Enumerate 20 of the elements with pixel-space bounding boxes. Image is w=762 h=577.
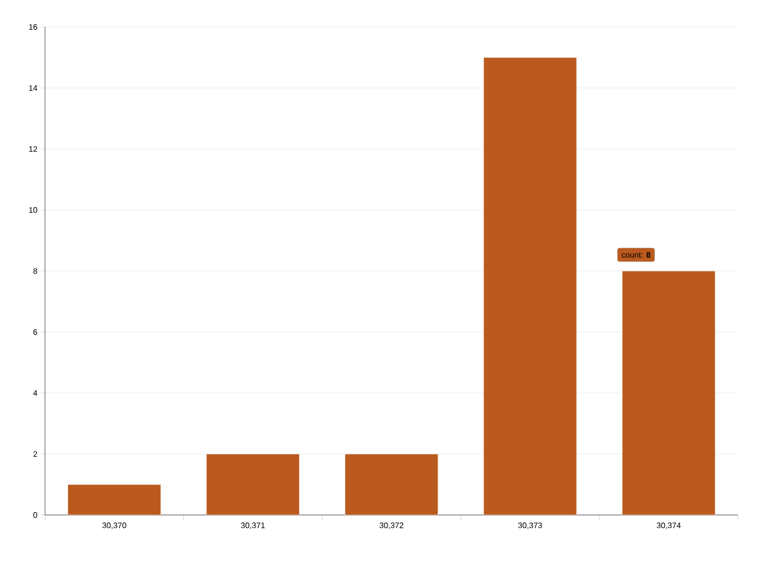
annotation: count: 8 (622, 252, 650, 258)
bar (68, 484, 162, 515)
y-tick-label: 10 (29, 207, 38, 213)
x-tick-label: 30,372 (380, 522, 404, 530)
y-tick-label: 2 (33, 451, 38, 457)
y-tick-label: 8 (33, 268, 38, 274)
bar (483, 57, 577, 515)
y-tick-label: 4 (33, 390, 38, 396)
bar (344, 454, 438, 515)
bar (206, 454, 300, 515)
y-tick-label: 14 (29, 85, 38, 91)
y-tick-label: 12 (29, 146, 38, 152)
x-tick-label: 30,370 (102, 522, 126, 530)
y-tick-label: 0 (33, 512, 38, 518)
y-tick-label: 16 (29, 24, 38, 30)
x-tick-label: 30,373 (518, 522, 542, 530)
y-tick-label: 6 (33, 329, 38, 335)
bar (622, 270, 716, 515)
x-tick-label: 30,371 (240, 522, 265, 530)
x-tick-label: 30,374 (656, 522, 681, 530)
